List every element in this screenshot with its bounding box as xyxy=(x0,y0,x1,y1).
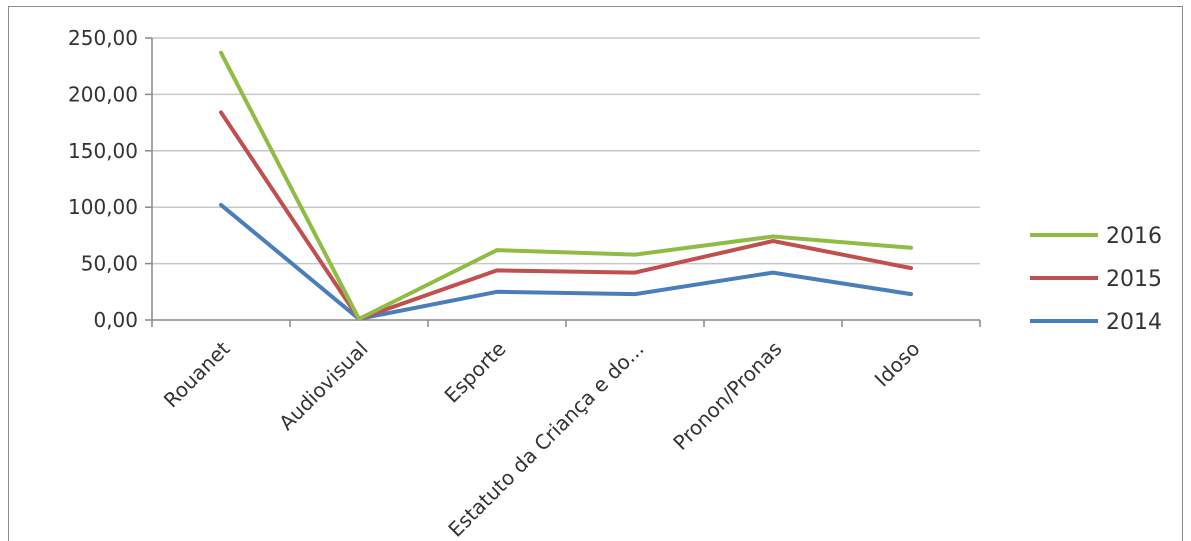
x-category-label: Esporte xyxy=(440,337,511,408)
y-tick-label: 50,00 xyxy=(81,252,138,276)
y-tick-label: 250,00 xyxy=(68,26,138,50)
gridlines xyxy=(152,37,980,265)
y-axis-tick-labels: 0,00 50,00 100,00 150,00 200,00 250,00 xyxy=(68,26,138,332)
axes xyxy=(145,37,981,327)
legend-label: 2014 xyxy=(1106,310,1162,335)
legend-label: 2016 xyxy=(1106,224,1162,249)
y-tick-label: 150,00 xyxy=(68,139,138,163)
y-tick-label: 200,00 xyxy=(68,82,138,106)
y-tick-label: 100,00 xyxy=(68,195,138,219)
legend: 2016 2015 2014 xyxy=(1030,224,1162,335)
series-line-2016 xyxy=(219,50,913,321)
y-tick-label: 0,00 xyxy=(93,308,138,332)
x-category-label: Rouanet xyxy=(159,336,235,412)
x-category-label: Idoso xyxy=(870,337,925,392)
series-lines xyxy=(219,50,913,321)
legend-label: 2015 xyxy=(1106,267,1162,292)
series-line-2014 xyxy=(219,202,913,321)
x-category-label: Audiovisual xyxy=(274,337,372,435)
x-category-label: Pronon/Pronas xyxy=(668,337,786,455)
series-line-2015 xyxy=(219,110,913,321)
